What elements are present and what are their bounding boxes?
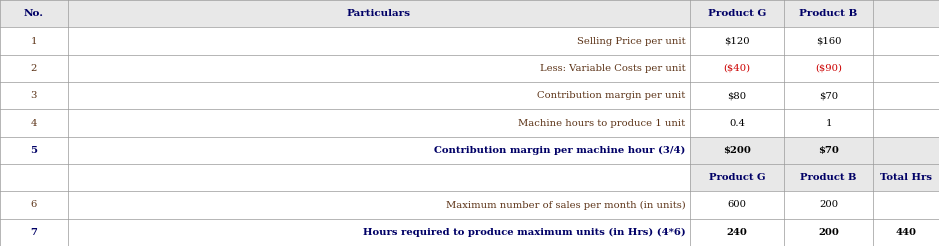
Text: Machine hours to produce 1 unit: Machine hours to produce 1 unit	[518, 119, 685, 127]
Text: 200: 200	[818, 228, 839, 237]
Text: 1: 1	[825, 119, 832, 127]
Bar	[0, 0, 68, 27]
Bar	[873, 109, 939, 137]
Text: ($40): ($40)	[724, 64, 750, 73]
Bar	[690, 0, 784, 27]
Text: $70: $70	[819, 91, 839, 100]
Bar	[690, 219, 784, 246]
Bar	[873, 219, 939, 246]
Text: 6: 6	[31, 200, 37, 210]
Bar	[873, 55, 939, 82]
Bar	[690, 82, 784, 109]
Text: ($90): ($90)	[815, 64, 842, 73]
Bar	[68, 164, 690, 191]
Bar	[0, 27, 68, 55]
Text: $70: $70	[818, 146, 839, 155]
Bar	[784, 191, 873, 219]
Text: $200: $200	[723, 146, 751, 155]
Bar	[690, 164, 784, 191]
Text: Hours required to produce maximum units (in Hrs) (4*6): Hours required to produce maximum units …	[362, 228, 685, 237]
Text: 5: 5	[30, 146, 38, 155]
Bar	[784, 164, 873, 191]
Bar	[68, 191, 690, 219]
Bar	[784, 109, 873, 137]
Text: 200: 200	[819, 200, 839, 210]
Text: 2: 2	[31, 64, 37, 73]
Bar	[0, 55, 68, 82]
Bar	[68, 55, 690, 82]
Text: Contribution margin per machine hour (3/4): Contribution margin per machine hour (3/…	[434, 146, 685, 155]
Bar	[873, 27, 939, 55]
Text: 240: 240	[727, 228, 747, 237]
Bar	[68, 82, 690, 109]
Text: 4: 4	[31, 119, 37, 127]
Text: No.: No.	[23, 9, 44, 18]
Text: Selling Price per unit: Selling Price per unit	[577, 36, 685, 46]
Bar	[690, 109, 784, 137]
Bar	[784, 137, 873, 164]
Text: Total Hrs: Total Hrs	[880, 173, 932, 182]
Bar	[784, 219, 873, 246]
Text: 1: 1	[31, 36, 37, 46]
Text: Product G: Product G	[709, 173, 765, 182]
Bar	[873, 82, 939, 109]
Text: 600: 600	[728, 200, 747, 210]
Bar	[0, 191, 68, 219]
Bar	[784, 55, 873, 82]
Bar	[690, 191, 784, 219]
Bar	[873, 164, 939, 191]
Text: Less: Variable Costs per unit: Less: Variable Costs per unit	[540, 64, 685, 73]
Bar	[68, 219, 690, 246]
Text: 3: 3	[31, 91, 37, 100]
Bar	[68, 137, 690, 164]
Bar	[690, 27, 784, 55]
Text: Maximum number of sales per month (in units): Maximum number of sales per month (in un…	[446, 200, 685, 210]
Bar	[68, 109, 690, 137]
Bar	[0, 219, 68, 246]
Bar	[690, 55, 784, 82]
Bar	[873, 137, 939, 164]
Text: 0.4: 0.4	[729, 119, 746, 127]
Bar	[68, 27, 690, 55]
Bar	[690, 137, 784, 164]
Text: Contribution margin per unit: Contribution margin per unit	[537, 91, 685, 100]
Bar	[873, 191, 939, 219]
Text: Particulars: Particulars	[346, 9, 411, 18]
Bar	[784, 82, 873, 109]
Text: 7: 7	[30, 228, 38, 237]
Text: $80: $80	[728, 91, 747, 100]
Text: $120: $120	[724, 36, 750, 46]
Bar	[0, 164, 68, 191]
Text: Product B: Product B	[800, 173, 857, 182]
Text: 440: 440	[896, 228, 916, 237]
Bar	[0, 82, 68, 109]
Bar	[873, 0, 939, 27]
Text: Product B: Product B	[799, 9, 858, 18]
Text: $160: $160	[816, 36, 841, 46]
Bar	[0, 137, 68, 164]
Text: Product G: Product G	[708, 9, 766, 18]
Bar	[784, 27, 873, 55]
Bar	[68, 0, 690, 27]
Bar	[0, 109, 68, 137]
Bar	[784, 0, 873, 27]
